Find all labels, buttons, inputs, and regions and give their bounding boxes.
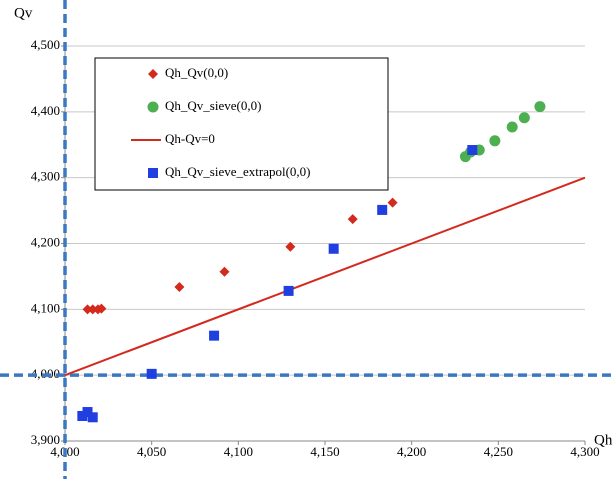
x-tick-label: 4,050	[137, 444, 166, 459]
legend-label: Qh-Qv=0	[165, 131, 215, 146]
legend-symbol	[148, 69, 158, 79]
point	[387, 197, 398, 208]
point	[506, 121, 518, 133]
y-tick-label: 4,200	[31, 234, 60, 249]
point	[347, 214, 358, 225]
point	[467, 145, 478, 156]
point	[283, 285, 294, 296]
point	[489, 135, 501, 147]
point	[87, 412, 98, 423]
point	[77, 410, 88, 421]
point	[285, 241, 296, 252]
point	[209, 330, 220, 341]
x-tick-label: 4,250	[484, 444, 513, 459]
x-tick-label: 4,100	[224, 444, 253, 459]
x-tick-label: 4,200	[397, 444, 426, 459]
x-tick-label: 4,300	[570, 444, 599, 459]
legend-label: Qh_Qv_sieve_extrapol(0,0)	[165, 164, 311, 179]
point	[534, 101, 546, 113]
legend-symbol	[147, 101, 159, 113]
y-axis-title: Qv	[14, 5, 33, 21]
x-tick-label: 4,150	[310, 444, 339, 459]
point	[328, 243, 339, 254]
point	[377, 204, 388, 215]
legend-label: Qh_Qv_sieve(0,0)	[165, 98, 261, 113]
legend-label: Qh_Qv(0,0)	[165, 65, 228, 80]
y-tick-label: 4,500	[31, 37, 60, 52]
legend-symbol	[148, 168, 158, 178]
x-axis-title: Qh	[594, 432, 613, 448]
point	[219, 266, 230, 277]
point	[96, 303, 107, 314]
legend-box	[94, 57, 389, 191]
line	[64, 176, 586, 377]
point	[174, 281, 185, 292]
point	[146, 368, 157, 379]
point	[82, 304, 93, 315]
y-tick-label: 3,900	[31, 432, 60, 447]
y-tick-label: 4,400	[31, 103, 60, 118]
y-tick-label: 4,300	[31, 169, 60, 184]
y-tick-label: 4,100	[31, 300, 60, 315]
point	[87, 304, 98, 315]
point	[518, 112, 530, 124]
point	[82, 407, 93, 418]
